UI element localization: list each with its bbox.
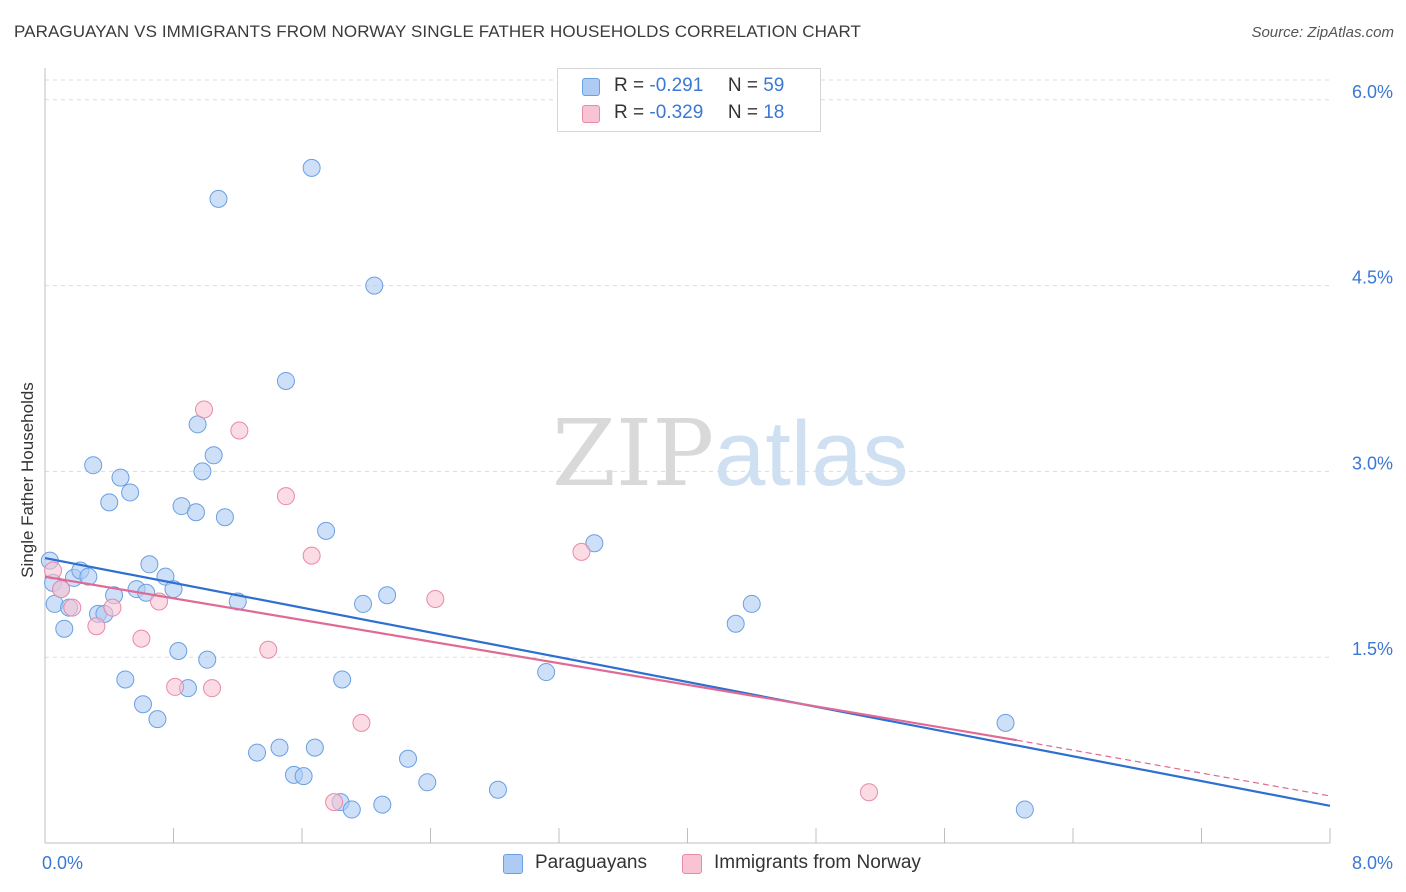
source-label: Source: ZipAtlas.com (1251, 24, 1394, 41)
y-tick-label: 6.0% (1352, 82, 1393, 102)
trend-line-norway (44, 575, 1017, 742)
watermark-zip: ZIP (552, 400, 715, 507)
paraguayan-point (188, 415, 207, 434)
legend-n-label: N = (727, 75, 758, 96)
paraguayan-point (585, 534, 604, 553)
paraguayan-point (294, 767, 313, 786)
y-tick-label: 4.5% (1352, 268, 1393, 288)
legend-n-value: 18 (763, 102, 785, 123)
norway-point (87, 617, 106, 636)
y-tick-label: 3.0% (1352, 453, 1393, 473)
paraguayan-point (148, 710, 167, 729)
legend-n-value: 59 (763, 75, 785, 96)
paraguayan-point (537, 663, 556, 682)
chart-title: PARAGUAYAN VS IMMIGRANTS FROM NORWAY SIN… (14, 22, 861, 41)
paraguayan-point (302, 158, 321, 177)
paraguayan-point (55, 619, 74, 638)
norway-point (166, 677, 185, 696)
legend-swatch-norway (582, 105, 600, 123)
norway-point (572, 542, 591, 561)
legend-n-label: N = (727, 102, 758, 123)
paraguayan-point (373, 795, 392, 814)
paraguayan-point (193, 462, 212, 481)
x-tick-label-min: 0.0% (42, 853, 83, 873)
paraguayan-point (215, 508, 234, 527)
norway-point (325, 793, 344, 812)
paraguayan-point (121, 483, 140, 502)
trend-line-extension (1016, 739, 1331, 797)
paraguayan-point (79, 567, 98, 586)
paraguayan-point (100, 493, 119, 512)
paraguayan-point (742, 594, 761, 613)
legend-r-label: R = (614, 102, 645, 123)
paraguayan-point (305, 738, 324, 757)
paraguayan-point (726, 614, 745, 633)
norway-point (276, 487, 295, 506)
series-legend: Paraguayans Immigrants from Norway (0, 852, 1406, 878)
norway-point (426, 589, 445, 608)
series-swatch-paraguayans (503, 854, 523, 874)
paraguayan-point (198, 650, 217, 669)
paraguayan-point (111, 468, 130, 487)
x-tick-label-max: 8.0% (1352, 853, 1393, 873)
paraguayan-point (140, 555, 159, 574)
paraguayan-point (169, 642, 188, 660)
paraguayan-point (248, 743, 267, 762)
series-swatch-norway (682, 854, 702, 874)
correlation-legend: R = -0.291 N = 59 R = -0.329 N = 18 (557, 68, 821, 132)
norway-point (195, 400, 214, 419)
paraguayan-point (204, 446, 223, 465)
norway-point (259, 640, 278, 659)
paraguayan-point (365, 276, 384, 295)
watermark: ZIPatlas (552, 400, 909, 507)
paraguayan-point (133, 695, 152, 714)
legend-r-value: -0.329 (649, 102, 704, 123)
legend-r-label: R = (614, 75, 645, 96)
paraguayan-point (186, 503, 205, 522)
legend-r-value: -0.291 (649, 75, 704, 96)
norway-point (352, 713, 371, 732)
y-tick-label: 1.5% (1352, 639, 1393, 659)
norway-point (132, 629, 151, 648)
series-name-paraguayans: Paraguayans (535, 852, 647, 873)
norway-point (52, 580, 71, 599)
paraguayan-point (276, 371, 295, 390)
trend-line-paraguayans (44, 557, 1331, 807)
watermark-atlas: atlas (714, 403, 909, 505)
legend-swatch-paraguayans (582, 78, 600, 96)
paraguayan-point (378, 586, 397, 605)
series-name-norway: Immigrants from Norway (714, 852, 921, 873)
paraguayan-point (354, 594, 373, 613)
paraguayan-point (209, 189, 228, 208)
paraguayan-point (317, 521, 336, 540)
paraguayan-point (418, 773, 437, 792)
norway-point (860, 783, 879, 802)
norway-point (302, 546, 321, 565)
paraguayan-point (84, 456, 103, 475)
paraguayan-point (116, 670, 135, 689)
paraguayan-point (996, 713, 1015, 732)
norway-point (203, 679, 222, 698)
norway-point (63, 598, 82, 617)
norway-point (230, 421, 249, 440)
paraguayan-point (270, 738, 289, 757)
paraguayan-point (488, 780, 507, 799)
paraguayan-point (1015, 800, 1034, 819)
paraguayan-point (399, 749, 418, 768)
paraguayan-point (333, 670, 352, 689)
norway-point (103, 598, 122, 617)
paraguayan-point (342, 800, 361, 819)
